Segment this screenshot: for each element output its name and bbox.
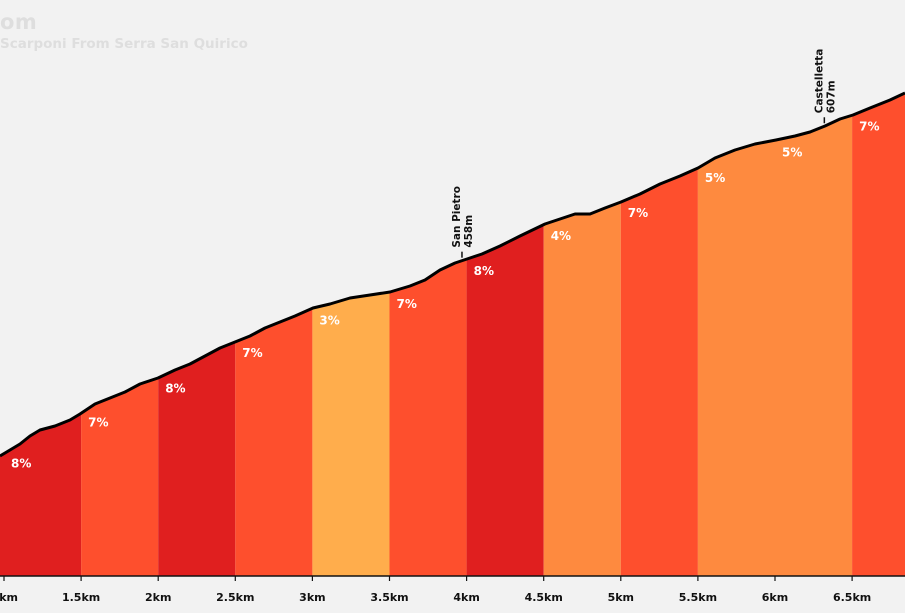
x-tick-label: 3.5km [370, 591, 408, 604]
grade-label: 5% [782, 146, 802, 160]
grade-label: 7% [88, 416, 108, 430]
grade-segment [235, 93, 313, 576]
x-tick-label: 2.5km [216, 591, 254, 604]
grade-label: 8% [474, 264, 494, 278]
profile-line [0, 91, 905, 458]
grade-segment [158, 93, 236, 576]
grade-label: 7% [242, 346, 262, 360]
grade-segment [312, 93, 390, 576]
grade-label: 7% [859, 119, 879, 133]
x-tick-label: 1km [0, 591, 18, 604]
grade-label: 7% [397, 297, 417, 311]
grade-segment [81, 93, 159, 576]
waypoint-elevation: 607m [825, 80, 837, 113]
x-tick-label: 5.5km [679, 591, 717, 604]
grade-segment [697, 93, 775, 576]
grade-segment [775, 93, 853, 576]
grade-labels: 8% 7% 8% 7% 3% 7% 8% 4% 7% 5% 5% 7% [11, 119, 879, 470]
chart-subtitle: Scarponi From Serra San Quirico [0, 36, 248, 52]
x-tick-label: 6km [762, 591, 788, 604]
grade-label: 5% [705, 171, 725, 185]
grade-label: 7% [628, 206, 648, 220]
x-tick-label: 6.5km [833, 591, 871, 604]
x-tick-label: 4km [453, 591, 479, 604]
waypoint-markers: San Pietro 458m Castelletta 607m [451, 49, 837, 258]
waypoint-elevation: 458m [463, 215, 475, 248]
x-tick-label: 1.5km [62, 591, 100, 604]
grade-segment-lead [0, 93, 4, 576]
grade-label: 3% [319, 313, 339, 327]
waypoint-name: San Pietro [451, 186, 463, 248]
x-axis-ticks: 1km 1.5km 2km 2.5km 3km 3.5km 4km 4.5km 5km 5.5km… [0, 576, 871, 604]
grade-segment [852, 93, 905, 576]
waypoint-label: San Pietro 458m [451, 186, 475, 248]
x-tick-label: 2km [145, 591, 171, 604]
x-tick-label: 5km [608, 591, 634, 604]
grade-segment [620, 93, 698, 576]
waypoint-label: Castelletta 607m [813, 49, 837, 114]
grade-segment [466, 93, 544, 576]
x-tick-label: 3km [299, 591, 325, 604]
waypoint-name: Castelletta [813, 49, 825, 114]
grade-label: 4% [551, 229, 571, 243]
chart-title: om [0, 10, 38, 34]
grade-segment [543, 93, 621, 576]
grade-segment [4, 93, 82, 576]
grade-segments [0, 93, 905, 576]
grade-label: 8% [165, 382, 185, 396]
x-tick-label: 4.5km [525, 591, 563, 604]
grade-label: 8% [11, 456, 31, 470]
